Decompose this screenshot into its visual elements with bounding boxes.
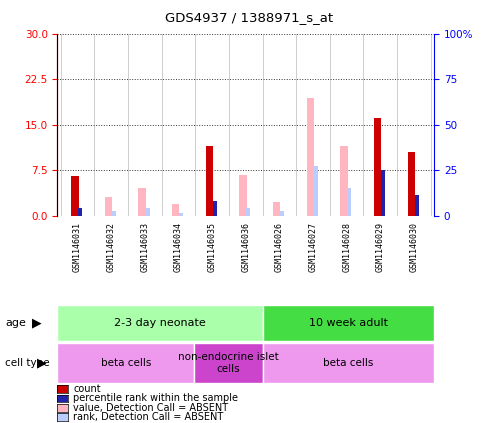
Bar (263, 305, 434, 341)
Bar (179, 213, 183, 216)
Bar (57, 305, 263, 341)
Text: percentile rank within the sample: percentile rank within the sample (73, 393, 239, 404)
Bar (374, 118, 381, 216)
Text: rank, Detection Call = ABSENT: rank, Detection Call = ABSENT (73, 412, 224, 422)
Text: GSM1146028: GSM1146028 (342, 222, 351, 272)
Text: GSM1146026: GSM1146026 (275, 222, 284, 272)
Text: ▶: ▶ (32, 316, 42, 329)
Text: GSM1146029: GSM1146029 (376, 222, 385, 272)
Bar (408, 152, 415, 216)
Bar (381, 170, 385, 216)
Text: GSM1146035: GSM1146035 (208, 222, 217, 272)
Bar (307, 98, 314, 216)
Bar (71, 176, 78, 216)
Text: GSM1146027: GSM1146027 (308, 222, 317, 272)
Bar (340, 146, 348, 216)
Text: 10 week adult: 10 week adult (309, 318, 388, 327)
Text: count: count (73, 384, 101, 394)
Text: age: age (5, 318, 26, 327)
Text: beta cells: beta cells (101, 358, 151, 368)
Text: 2-3 day neonate: 2-3 day neonate (114, 318, 206, 327)
Bar (57, 343, 195, 383)
Bar (146, 209, 150, 216)
Bar (138, 189, 146, 216)
Bar (415, 195, 419, 216)
Bar (206, 146, 213, 216)
Text: non-endocrine islet
cells: non-endocrine islet cells (178, 352, 279, 374)
Bar (172, 203, 180, 216)
Text: GSM1146033: GSM1146033 (140, 222, 149, 272)
Text: cell type: cell type (5, 358, 49, 368)
Bar (105, 197, 112, 216)
Text: GSM1146034: GSM1146034 (174, 222, 183, 272)
Bar (280, 211, 284, 216)
Bar (273, 202, 280, 216)
Bar (213, 201, 217, 216)
Text: GSM1146032: GSM1146032 (107, 222, 116, 272)
Text: beta cells: beta cells (323, 358, 374, 368)
Bar (263, 343, 434, 383)
Text: ▶: ▶ (37, 356, 47, 369)
Bar (112, 211, 116, 216)
Bar (314, 166, 318, 216)
Text: GSM1146036: GSM1146036 (241, 222, 250, 272)
Text: GSM1146030: GSM1146030 (410, 222, 419, 272)
Text: GDS4937 / 1388971_s_at: GDS4937 / 1388971_s_at (166, 11, 333, 24)
Bar (247, 209, 250, 216)
Bar (240, 175, 247, 216)
Bar (195, 343, 263, 383)
Text: GSM1146031: GSM1146031 (73, 222, 82, 272)
Bar (347, 189, 351, 216)
Text: value, Detection Call = ABSENT: value, Detection Call = ABSENT (73, 403, 229, 413)
Bar (78, 209, 82, 216)
